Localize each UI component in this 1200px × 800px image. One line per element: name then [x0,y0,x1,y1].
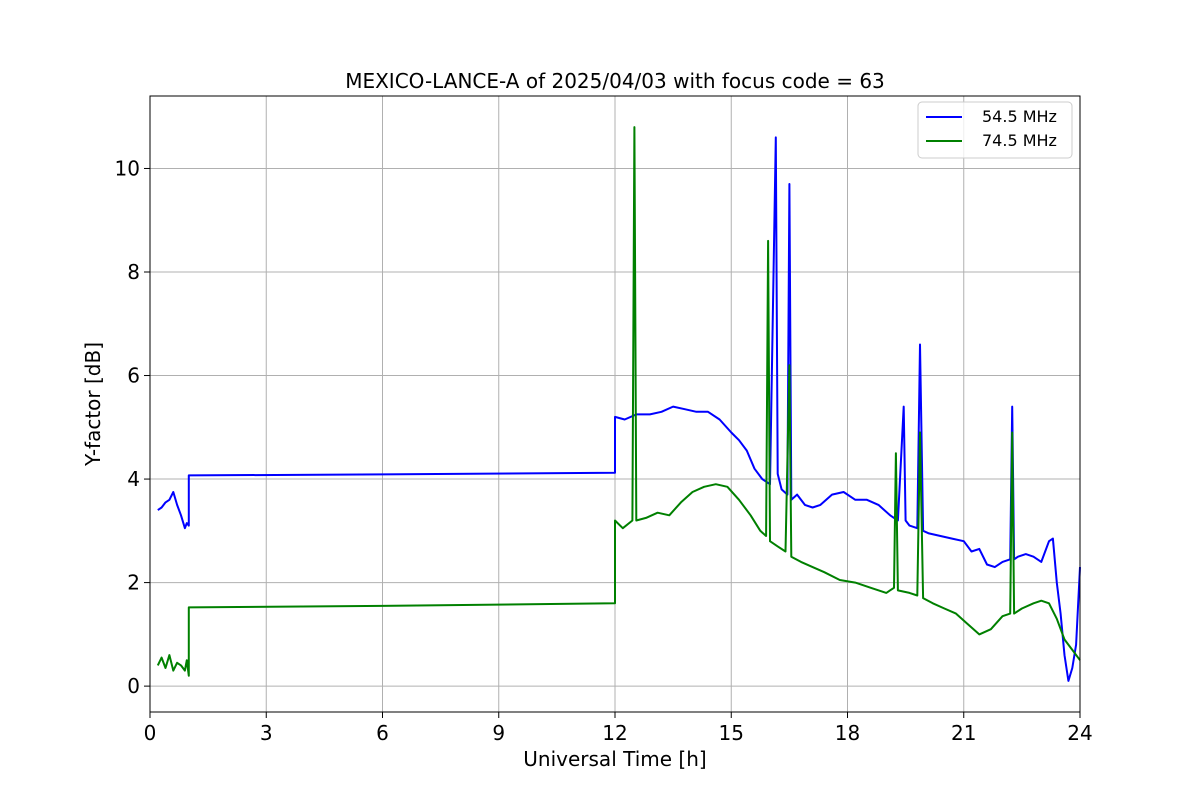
y-tick-label: 8 [127,260,140,284]
x-tick-label: 6 [376,721,389,745]
series-line-74-5-mhz [156,126,1081,677]
x-tick-label: 21 [951,721,976,745]
legend: 54.5 MHz 74.5 MHz [917,101,1073,159]
y-tick-label: 6 [127,364,140,388]
y-tick-label: 4 [127,467,140,491]
y-tick-label: 0 [127,674,140,698]
x-tick-label: 18 [835,721,860,745]
x-tick-label: 9 [492,721,505,745]
x-tick-label: 24 [1067,721,1092,745]
x-tick-label: 3 [260,721,273,745]
series-layer [156,126,1081,682]
legend-label-54-5-mhz: 54.5 MHz [982,107,1057,126]
chart-title: MEXICO-LANCE-A of 2025/04/03 with focus … [345,69,885,93]
y-tick-label: 10 [115,156,140,180]
y-tick-label: 2 [127,571,140,595]
y-axis-label: Y-factor [dB] [81,342,105,467]
x-tick-label: 12 [602,721,627,745]
x-tick-label: 0 [144,721,157,745]
series-line-54-5-mhz [157,136,1081,682]
x-axis-label: Universal Time [h] [523,747,706,771]
x-tick-label: 15 [719,721,744,745]
legend-label-74-5-mhz: 74.5 MHz [982,131,1057,150]
